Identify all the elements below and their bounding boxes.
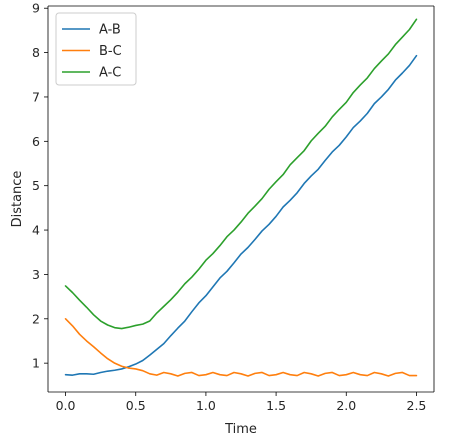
series-line-b-c [64, 317, 418, 377]
y-tick-label: 2 [32, 311, 40, 326]
axes-frame [47, 5, 435, 393]
legend-label-a-c: A-C [99, 66, 121, 81]
y-axis-ticks: 1 2 3 4 5 6 7 8 9 [32, 1, 48, 371]
x-axis-ticks: 0.0 0.5 1.0 1.5 2.0 2.5 [56, 392, 427, 413]
y-tick-label: 4 [32, 223, 40, 238]
series-line-a-b [64, 54, 418, 376]
series-layer [64, 18, 418, 377]
legend-label-b-c: B-C [99, 44, 122, 59]
y-tick-label: 8 [32, 45, 40, 60]
x-tick-label: 0.5 [126, 398, 146, 413]
y-tick-label: 9 [32, 1, 40, 16]
legend: A-B B-C A-C [55, 12, 137, 86]
y-tick-label: 3 [32, 267, 40, 282]
legend-box [55, 12, 137, 86]
x-axis-label: Time [224, 422, 257, 437]
y-tick-label: 1 [32, 356, 40, 371]
y-tick-label: 7 [32, 89, 40, 104]
x-tick-label: 1.5 [266, 398, 286, 413]
x-tick-label: 0.0 [56, 398, 76, 413]
y-tick-label: 5 [32, 178, 40, 193]
x-tick-label: 1.0 [196, 398, 216, 413]
series-line-a-c [64, 18, 418, 330]
y-tick-label: 6 [32, 134, 40, 149]
y-axis-label: Distance [10, 171, 25, 228]
x-tick-label: 2.5 [407, 398, 427, 413]
legend-label-a-b: A-B [99, 23, 121, 38]
x-tick-label: 2.0 [336, 398, 356, 413]
